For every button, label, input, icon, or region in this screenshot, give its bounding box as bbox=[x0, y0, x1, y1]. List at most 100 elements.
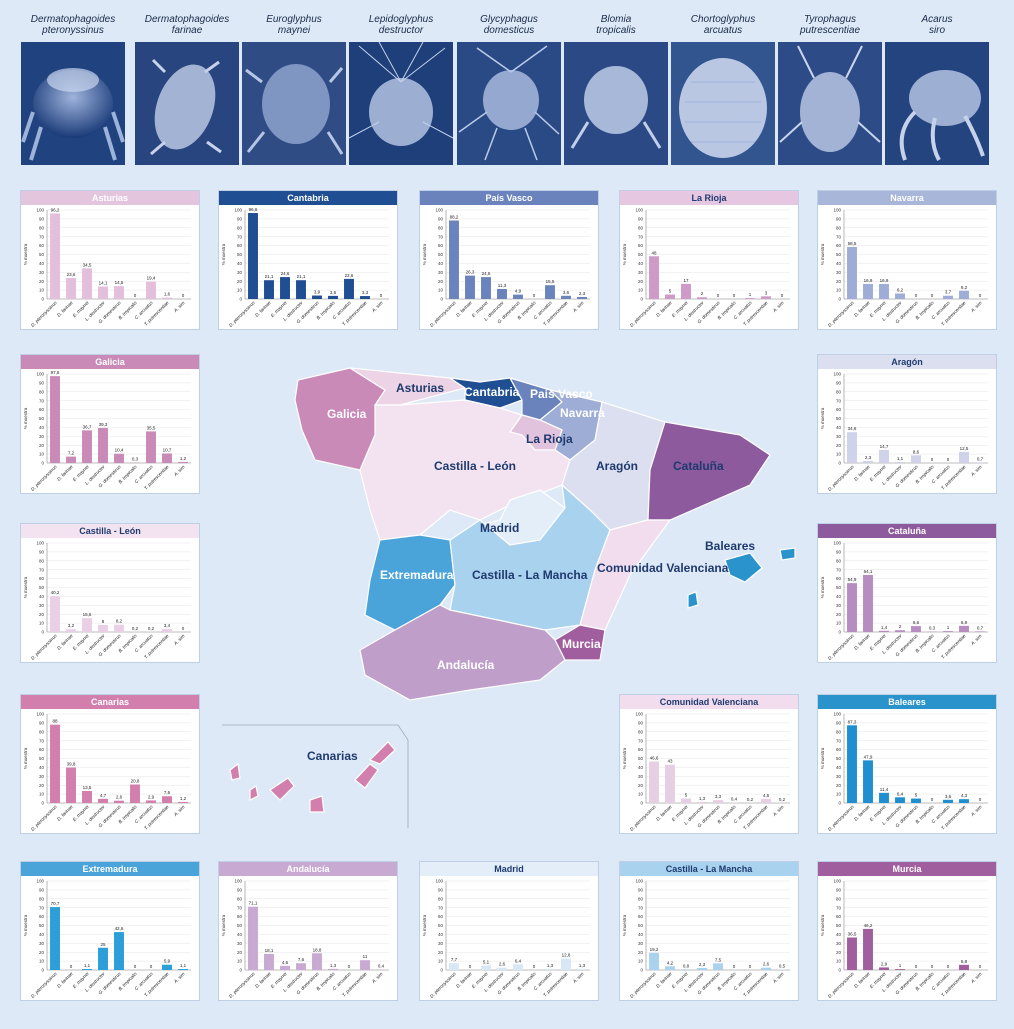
y-tick-label: 50 bbox=[836, 923, 842, 928]
bar-value-label: 5,1 bbox=[483, 959, 490, 964]
bar-chart: % muestra 0 10 20 30 40 50 60 70 80 90 100 54,9 D. pt… bbox=[820, 541, 988, 661]
y-tick-label: 20 bbox=[438, 279, 444, 284]
bar-value-label: 0 bbox=[182, 626, 185, 631]
mite-item: Tyrophagus putrescentiae bbox=[778, 0, 882, 165]
map-label-baleares: Baleares bbox=[705, 539, 756, 553]
bar-value-label: 1 bbox=[749, 292, 752, 297]
bar bbox=[146, 431, 156, 463]
chart-panel-castillamancha: Castilla - La Mancha % muestra 0 10 20 30 40 50… bbox=[619, 861, 799, 1001]
bar-value-label: 1,2 bbox=[180, 456, 187, 461]
y-tick-label: 80 bbox=[836, 896, 842, 901]
bar-value-label: 0 bbox=[947, 457, 950, 462]
y-tick-label: 40 bbox=[638, 932, 644, 937]
y-tick-label: 100 bbox=[36, 712, 44, 717]
bar-value-label: 3 bbox=[765, 290, 768, 295]
bar-value-label: 14,1 bbox=[99, 280, 108, 285]
bar-value-label: 4,7 bbox=[100, 793, 107, 798]
bar-value-label: 34,6 bbox=[848, 426, 857, 431]
bar-value-label: 2,3 bbox=[579, 291, 586, 296]
dermatophagoides-pteronyssinus-photo bbox=[21, 42, 125, 165]
bar-value-label: 0 bbox=[533, 293, 536, 298]
bar-value-label: 46,6 bbox=[650, 756, 659, 761]
bar bbox=[130, 784, 140, 803]
bar-value-label: 10,7 bbox=[163, 447, 172, 452]
bar-value-label: 20,8 bbox=[131, 778, 140, 783]
bar bbox=[879, 792, 889, 803]
bar bbox=[449, 963, 459, 970]
y-tick-label: 70 bbox=[836, 567, 842, 572]
map-label-canarias: Canarias bbox=[307, 749, 358, 763]
bar bbox=[895, 630, 905, 632]
y-tick-label: 20 bbox=[39, 612, 45, 617]
y-tick-label: 70 bbox=[39, 905, 45, 910]
bar bbox=[146, 281, 156, 299]
bar bbox=[879, 283, 889, 299]
y-tick-label: 70 bbox=[237, 905, 243, 910]
x-tick-label: A. siro bbox=[969, 633, 983, 647]
y-tick-label: 40 bbox=[438, 261, 444, 266]
x-tick-label: D. pteronyssinus bbox=[827, 971, 855, 999]
x-tick-label: D. pteronyssinus bbox=[30, 633, 58, 661]
bar bbox=[847, 432, 857, 463]
bar-value-label: 3,3 bbox=[362, 290, 369, 295]
y-tick-label: 80 bbox=[39, 729, 45, 734]
chart-panel-navarra: Navarra % muestra 0 10 20 30 40 50 60 70 80 90 100 58… bbox=[817, 190, 997, 330]
y-tick-label: 40 bbox=[836, 261, 842, 266]
bar bbox=[264, 280, 274, 299]
x-tick-label: D. pteronyssinus bbox=[629, 804, 657, 832]
bar bbox=[959, 451, 969, 463]
bar bbox=[98, 947, 108, 970]
mite-item: Chortoglyphus arcuatus bbox=[671, 0, 775, 165]
region-andalucia bbox=[359, 604, 566, 701]
bar-value-label: 0 bbox=[134, 293, 137, 298]
bar-value-label: 3,3 bbox=[715, 794, 722, 799]
bar-value-label: 40,2 bbox=[51, 590, 60, 595]
acarus-siro-photo bbox=[885, 42, 989, 165]
bar-value-label: 1,1 bbox=[897, 456, 904, 461]
x-tick-label: A. siro bbox=[370, 300, 384, 314]
bar bbox=[264, 953, 274, 970]
y-tick-label: 0 bbox=[41, 297, 44, 302]
bar-value-label: 25 bbox=[100, 942, 106, 947]
bar-chart: % muestra 0 10 20 30 40 50 60 70 80 90 100 46,6 D. pt… bbox=[622, 712, 790, 832]
y-tick-label: 40 bbox=[237, 932, 243, 937]
y-tick-label: 70 bbox=[638, 234, 644, 239]
bar-chart: % muestra 0 10 20 30 40 50 60 70 80 90 100 7,7 D. pte… bbox=[422, 879, 590, 999]
bar-value-label: 0,8 bbox=[683, 963, 690, 968]
y-tick-label: 30 bbox=[438, 941, 444, 946]
bar-value-label: 35,5 bbox=[147, 425, 156, 430]
bar bbox=[911, 455, 921, 463]
bar bbox=[280, 277, 290, 299]
y-tick-label: 50 bbox=[438, 252, 444, 257]
bar-value-label: 0,7 bbox=[977, 625, 984, 630]
bar-value-label: 8,2 bbox=[116, 619, 123, 624]
y-tick-label: 80 bbox=[836, 389, 842, 394]
y-axis-label: % muestra bbox=[23, 243, 28, 265]
y-tick-label: 20 bbox=[237, 950, 243, 955]
y-tick-label: 10 bbox=[836, 288, 842, 293]
y-tick-label: 0 bbox=[239, 968, 242, 973]
bar bbox=[328, 295, 338, 299]
bar-value-label: 1,3 bbox=[330, 963, 337, 968]
bar-value-label: 16,9 bbox=[864, 278, 873, 283]
chart-title: La Rioja bbox=[620, 191, 798, 205]
bar-value-label: 0 bbox=[915, 964, 918, 969]
bar bbox=[50, 596, 60, 632]
y-tick-label: 40 bbox=[39, 425, 45, 430]
bar-value-label: 1,3 bbox=[579, 963, 586, 968]
bar-value-label: 0 bbox=[749, 964, 752, 969]
y-tick-label: 50 bbox=[237, 252, 243, 257]
bar-value-label: 43 bbox=[667, 759, 673, 764]
bar-value-label: 12,5 bbox=[960, 446, 969, 451]
chart-panel-canarias: Canarias % muestra 0 10 20 30 40 50 60 70 80 90 100 8… bbox=[20, 694, 200, 834]
bar bbox=[975, 462, 985, 463]
mite-item: Acarus siro bbox=[885, 0, 989, 165]
map-label-larioja: La Rioja bbox=[526, 432, 573, 446]
mite-name: Dermatophagoides pteronyssinus bbox=[30, 14, 116, 36]
chart-title: Galicia bbox=[21, 355, 199, 369]
bar bbox=[513, 294, 523, 299]
mite-name: Glycyphagus domesticus bbox=[480, 14, 538, 36]
y-tick-label: 30 bbox=[39, 270, 45, 275]
bar bbox=[360, 960, 370, 970]
y-tick-label: 40 bbox=[39, 932, 45, 937]
